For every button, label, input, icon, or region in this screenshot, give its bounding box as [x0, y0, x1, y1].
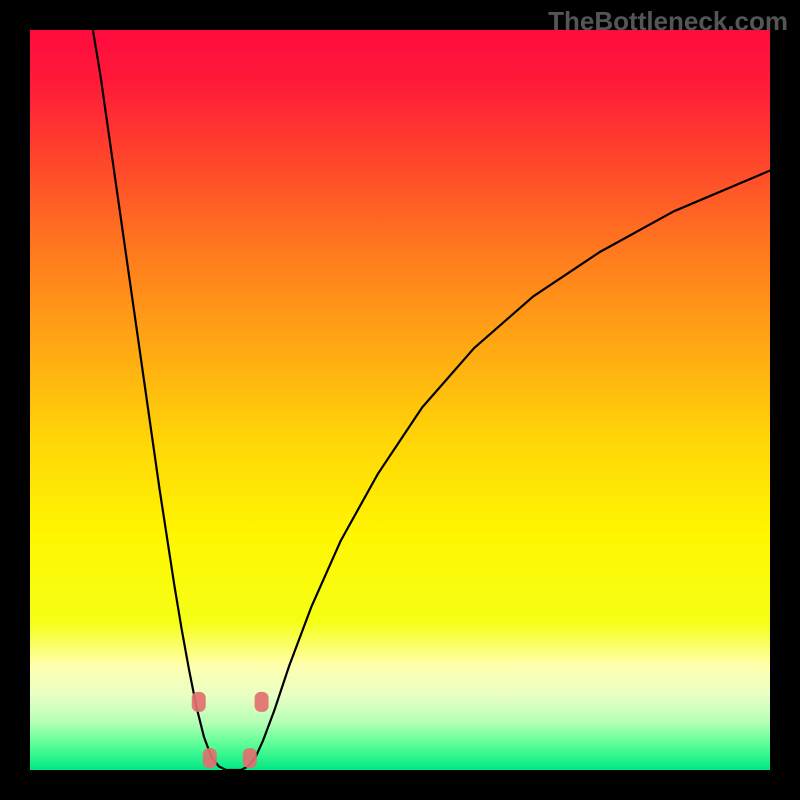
plot-gradient-background [30, 30, 770, 770]
chart-svg [0, 0, 800, 800]
curve-marker-3 [255, 692, 269, 712]
curve-marker-2 [243, 748, 257, 768]
chart-frame: TheBottleneck.com [0, 0, 800, 800]
curve-marker-0 [192, 692, 206, 712]
curve-marker-1 [203, 748, 217, 768]
watermark-text: TheBottleneck.com [548, 6, 788, 37]
